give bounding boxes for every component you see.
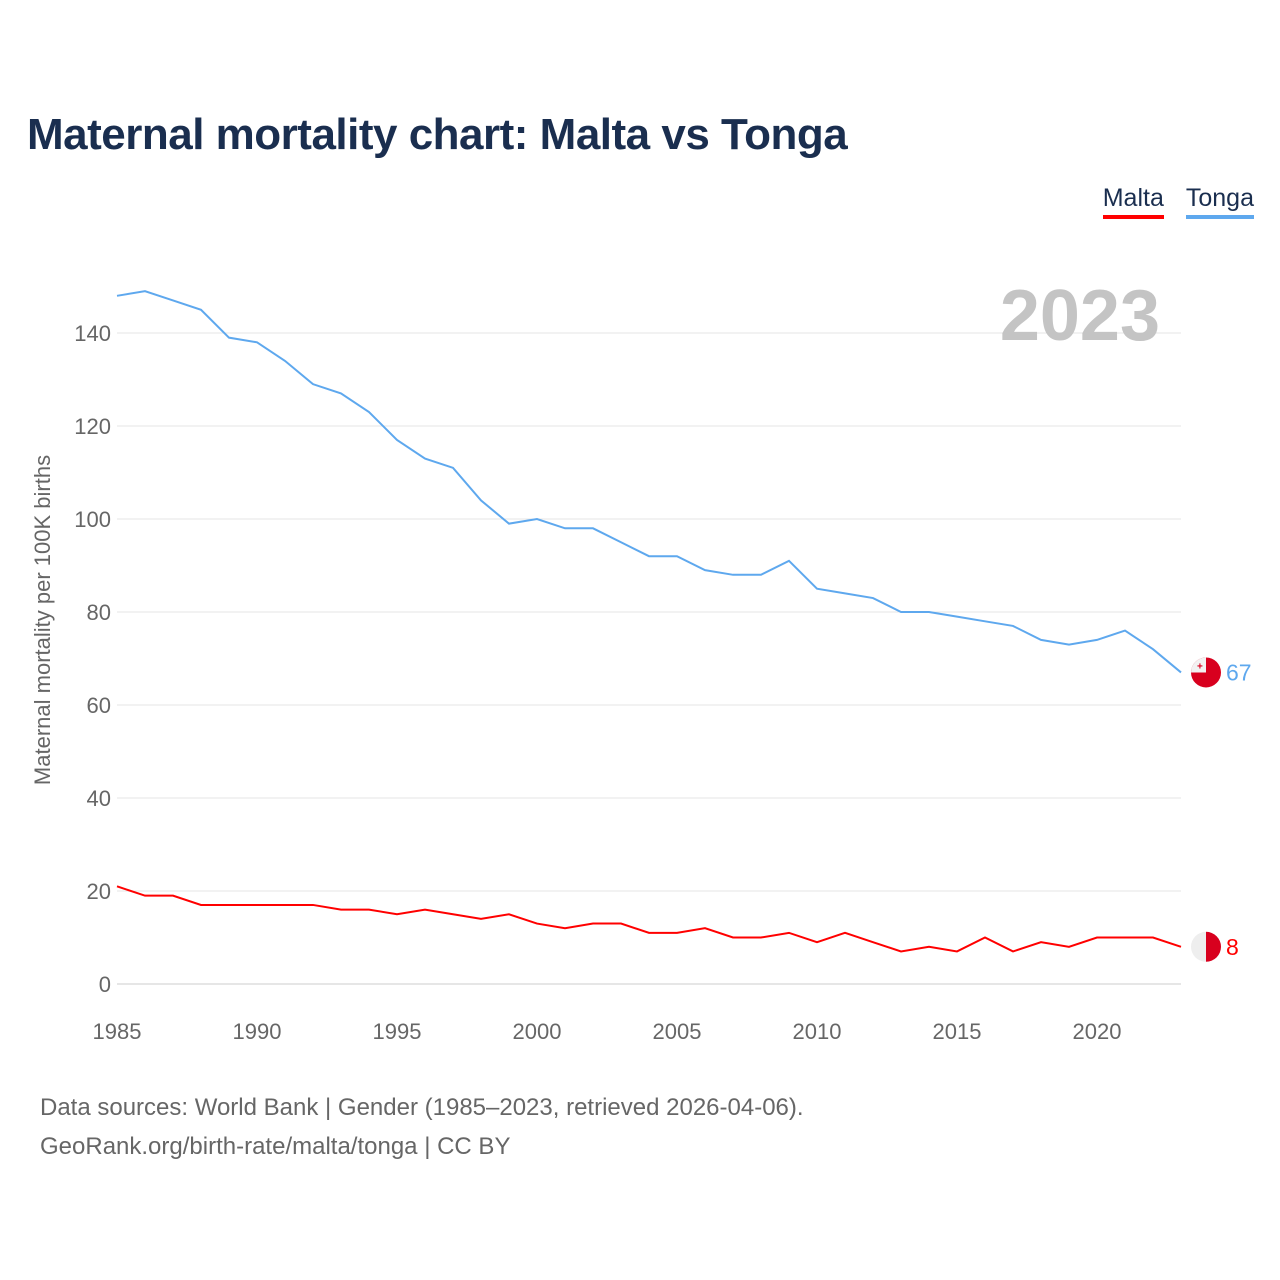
end-label-tonga: 67: [1226, 659, 1252, 685]
x-tick-label: 2015: [933, 1019, 982, 1044]
y-axis-label: Maternal mortality per 100K births: [30, 455, 55, 785]
y-tick-label: 80: [87, 600, 111, 625]
y-tick-label: 120: [74, 414, 111, 439]
source-line-1: Data sources: World Bank | Gender (1985–…: [40, 1094, 804, 1121]
y-tick-label: 0: [99, 972, 111, 997]
x-tick-label: 2020: [1073, 1019, 1122, 1044]
x-tick-label: 1990: [233, 1019, 282, 1044]
x-tick-label: 1985: [93, 1019, 142, 1044]
malta-flag-icon: [1191, 931, 1206, 962]
y-tick-label: 140: [74, 321, 111, 346]
x-tick-label: 2010: [793, 1019, 842, 1044]
malta-flag-red: [1206, 931, 1221, 962]
end-label-malta: 8: [1226, 934, 1239, 960]
tonga-flag-cross: +: [1197, 661, 1203, 672]
y-tick-label: 60: [87, 693, 111, 718]
source-note: Data sources: World Bank | Gender (1985–…: [40, 1088, 804, 1166]
source-line-2: GeoRank.org/birth-rate/malta/tonga | CC …: [40, 1133, 511, 1160]
legend: Malta Tonga: [1102, 184, 1254, 219]
series-line-tonga: [116, 290, 1182, 674]
x-tick-label: 2000: [513, 1019, 562, 1044]
year-watermark: 2023: [1000, 276, 1160, 356]
x-tick-label: 2005: [653, 1019, 702, 1044]
y-tick-label: 100: [74, 507, 111, 532]
x-tick-label: 1995: [373, 1019, 422, 1044]
legend-malta[interactable]: Malta: [1102, 184, 1164, 219]
y-tick-label: 40: [87, 786, 111, 811]
tonga-flag-canton: [1191, 657, 1206, 673]
y-tick-label: 20: [87, 879, 111, 904]
chart-title: Maternal mortality chart: Malta vs Tonga: [27, 110, 848, 159]
legend-tonga[interactable]: Tonga: [1185, 184, 1254, 219]
series-line-malta: [116, 885, 1182, 953]
